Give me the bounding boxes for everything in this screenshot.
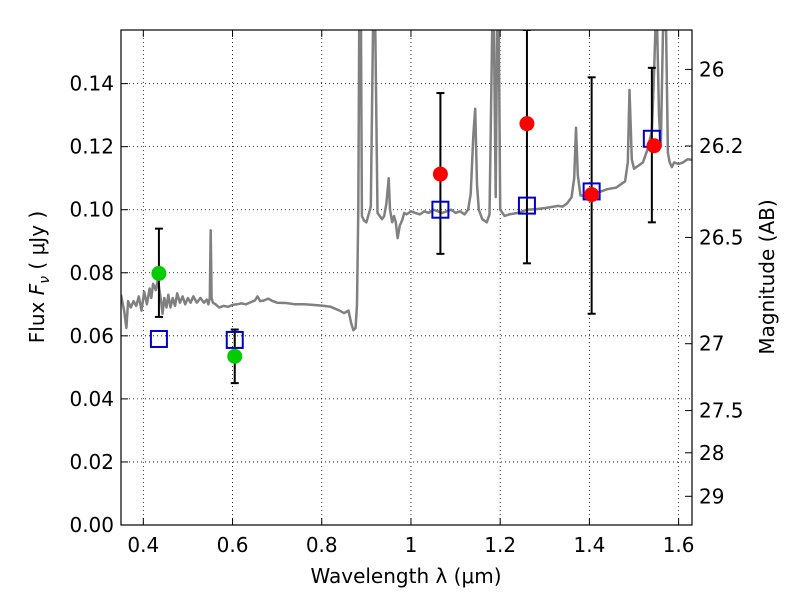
x-tick-label: 1.6 — [663, 533, 695, 557]
y-axis-title-math: F — [25, 283, 49, 295]
x-tick-label: 1.4 — [573, 533, 605, 557]
y-tick-labels: 0.00 0.02 0.04 0.06 0.08 0.10 0.12 0.14 — [69, 72, 114, 537]
y-axis-title-unit: ( μJy ) — [25, 211, 49, 276]
model-square — [517, 196, 536, 215]
model-squares — [149, 129, 661, 349]
green-point — [227, 348, 243, 364]
y-tick-label: 0.00 — [69, 513, 114, 537]
x-tick-label: 0.8 — [306, 533, 338, 557]
y-tick-label: 0.06 — [69, 324, 114, 348]
y-axis-title-right: Magnitude (AB) — [755, 199, 779, 354]
model-square — [149, 329, 168, 348]
y-tick-label: 0.02 — [69, 450, 114, 474]
y-tick-label: 0.10 — [69, 198, 114, 222]
y-axis-title-main: Flux — [25, 295, 49, 343]
x-tick-label: 1.2 — [484, 533, 516, 557]
x-tick-label: 1 — [405, 533, 418, 557]
x-tick-labels: 0.4 0.6 0.8 1 1.2 1.4 1.6 — [127, 533, 694, 557]
tick-marks — [121, 30, 692, 526]
right-tick-labels: 26 26.2 26.5 27 27.5 28 29 — [699, 57, 744, 508]
right-tick-label: 29 — [699, 484, 724, 508]
y-tick-label: 0.14 — [69, 72, 114, 96]
green-point — [151, 265, 167, 281]
red-point — [519, 116, 535, 132]
right-tick-label: 27 — [699, 332, 724, 356]
y-axis-title-left: Flux Fν ( μJy ) — [25, 211, 53, 343]
model-square — [225, 330, 244, 349]
red-point — [646, 138, 662, 154]
right-tick-label: 26 — [699, 57, 724, 81]
y-tick-label: 0.08 — [69, 261, 114, 285]
right-tick-label: 27.5 — [699, 399, 744, 423]
x-tick-label: 0.6 — [217, 533, 249, 557]
y-tick-label: 0.04 — [69, 387, 114, 411]
error-bars — [154, 30, 656, 385]
right-tick-label: 26.5 — [699, 225, 744, 249]
plot-frame — [120, 29, 693, 526]
right-tick-label: 26.2 — [699, 134, 744, 158]
spectrum-line — [121, 30, 692, 332]
x-axis-title: Wavelength λ (μm) — [310, 564, 501, 588]
grid-lines — [121, 30, 692, 526]
spectrum-layer — [121, 30, 692, 332]
red-point — [432, 166, 448, 182]
model-square — [431, 200, 450, 219]
x-tick-label: 0.4 — [127, 533, 159, 557]
right-tick-label: 28 — [699, 441, 724, 465]
y-tick-label: 0.12 — [69, 135, 114, 159]
red-point — [584, 187, 600, 203]
photometry-points — [151, 116, 662, 364]
y-axis-title-sub: ν — [37, 276, 53, 284]
